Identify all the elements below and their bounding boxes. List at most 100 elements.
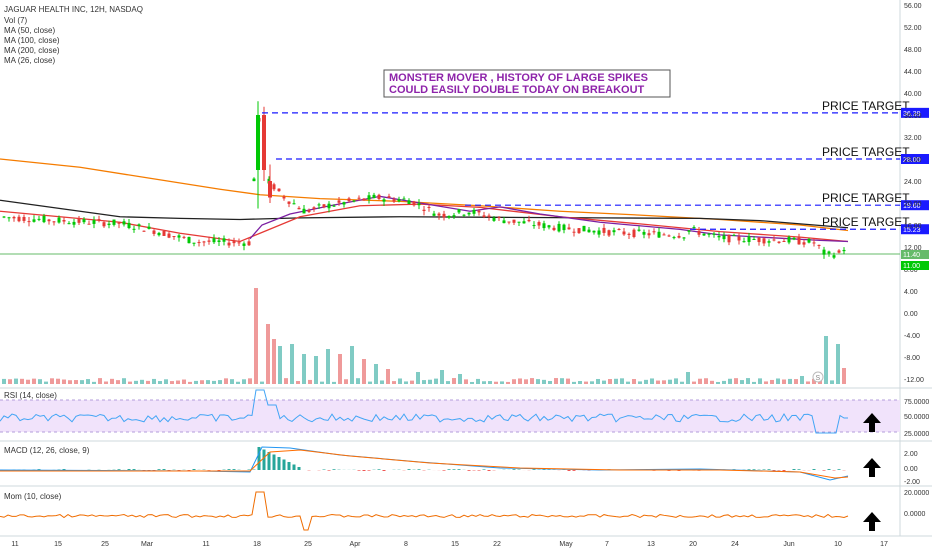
- candle-body: [468, 213, 471, 215]
- volume-bar: [230, 379, 234, 384]
- volume-bar: [338, 354, 342, 384]
- volume-bar: [740, 380, 744, 384]
- candle-body: [723, 235, 726, 239]
- volume-bar: [494, 382, 498, 384]
- macd-histogram-bar: [378, 469, 381, 470]
- macd-histogram-bar: [828, 469, 831, 470]
- candle-body: [818, 245, 821, 246]
- volume-bar: [428, 380, 432, 384]
- volume-bar: [386, 369, 390, 384]
- volume-bar: [158, 381, 162, 384]
- macd-histogram-bar: [453, 469, 456, 470]
- macd-histogram-bar: [158, 469, 161, 470]
- y-tick-label: 36.00: [904, 113, 922, 120]
- candle-body: [153, 231, 156, 234]
- candle-body: [93, 220, 96, 224]
- candle-body: [823, 250, 826, 255]
- volume-bar: [662, 380, 666, 384]
- candle-body: [143, 231, 146, 232]
- mom-tick-0: 0.0000: [904, 511, 926, 518]
- volume-bar: [446, 381, 450, 384]
- volume-bar: [32, 379, 36, 384]
- candle-body: [663, 234, 666, 235]
- volume-bar: [770, 380, 774, 384]
- volume-bar: [512, 379, 516, 384]
- candle-body: [233, 241, 236, 243]
- candle-body: [488, 216, 491, 217]
- candle-body: [408, 200, 411, 204]
- candle-body: [373, 195, 376, 198]
- volume-bar: [752, 382, 756, 384]
- candle-body: [738, 237, 741, 241]
- candle-body: [768, 241, 771, 242]
- candle-body: [148, 227, 151, 229]
- volume-bar: [788, 379, 792, 384]
- volume-bar: [44, 382, 48, 384]
- candle-body: [628, 234, 631, 235]
- price-tag-ma: 11.00: [903, 263, 920, 270]
- volume-bar: [656, 381, 660, 384]
- candle-body: [653, 231, 656, 232]
- y-tick-label: 28.00: [904, 157, 922, 164]
- volume-bar: [98, 378, 102, 384]
- candle-body: [223, 238, 226, 241]
- x-tick-label: 8: [404, 541, 408, 548]
- macd-histogram-bar: [573, 470, 576, 471]
- candle-body: [78, 218, 81, 223]
- macd-histogram-bar: [328, 470, 331, 471]
- candle-body: [338, 200, 341, 202]
- candle-body: [833, 255, 836, 257]
- candle-body: [748, 236, 751, 242]
- candle-body: [83, 219, 86, 222]
- volume-bar: [776, 378, 780, 384]
- candle-body: [443, 214, 446, 217]
- volume-bar: [290, 344, 294, 384]
- main-pane: [0, 0, 900, 388]
- volume-bar: [626, 382, 630, 384]
- indicator-ma26: MA (26, close): [4, 56, 55, 65]
- volume-bar: [716, 382, 720, 384]
- volume-bar: [806, 381, 810, 384]
- volume-bar: [260, 382, 264, 384]
- volume-bar: [56, 379, 60, 384]
- volume-bar: [356, 378, 360, 384]
- volume-bar: [536, 379, 540, 384]
- candle-body: [228, 243, 231, 246]
- candle-body: [88, 224, 91, 225]
- candle-body: [613, 230, 616, 232]
- macd-histogram-bar: [448, 469, 451, 470]
- candle-body: [378, 195, 381, 199]
- volume-bar: [212, 381, 216, 384]
- macd-histogram-bar: [458, 469, 461, 470]
- momentum-line: [0, 492, 848, 530]
- volume-bar: [236, 382, 240, 384]
- volume-bar: [560, 378, 564, 384]
- volume-bar: [302, 354, 306, 384]
- price-target-label: PRICE TARGET: [822, 99, 910, 113]
- macd-histogram-bar: [383, 470, 386, 471]
- x-tick-label: 11: [11, 541, 18, 548]
- chart-title: JAGUAR HEALTH INC, 12H, NASDAQ: [4, 5, 143, 14]
- macd-histogram-bar: [273, 455, 276, 471]
- macd-signal-line: [0, 450, 848, 478]
- volume-bar: [104, 382, 108, 384]
- macd-histogram-bar: [533, 469, 536, 470]
- price-target-label: PRICE TARGET: [822, 191, 910, 205]
- candle-body: [318, 204, 321, 205]
- y-tick-label: 16.00: [904, 223, 922, 230]
- annotation-line2: COULD EASILY DOUBLE TODAY ON BREAKOUT: [389, 84, 645, 96]
- macd-histogram-bar: [323, 469, 326, 470]
- volume-bar: [308, 380, 312, 384]
- volume-bar: [224, 378, 228, 384]
- macd-histogram-bar: [418, 469, 421, 470]
- volume-bar: [62, 380, 66, 384]
- candle-body: [553, 228, 556, 230]
- candle-body: [293, 203, 296, 204]
- candle-body: [493, 218, 496, 221]
- rsi-tick-50: 50.0000: [904, 414, 929, 421]
- volume-bar: [650, 378, 654, 384]
- candle-body: [623, 231, 626, 234]
- volume-bar: [410, 381, 414, 384]
- candle-body: [508, 222, 511, 223]
